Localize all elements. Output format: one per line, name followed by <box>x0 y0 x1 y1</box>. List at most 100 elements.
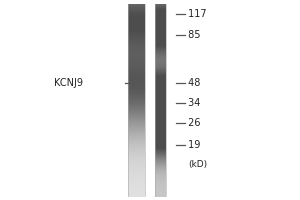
Bar <box>128 144 145 145</box>
Bar <box>155 159 166 160</box>
Bar <box>128 118 145 119</box>
Bar <box>128 7 145 8</box>
Bar <box>128 161 145 162</box>
Bar <box>155 24 166 25</box>
Bar <box>155 4 166 5</box>
Bar <box>128 158 145 159</box>
Bar <box>155 109 166 110</box>
Bar <box>155 82 166 83</box>
Bar <box>128 34 145 35</box>
Bar <box>155 98 166 99</box>
Bar <box>155 72 166 73</box>
Bar <box>155 84 166 85</box>
Bar <box>128 102 145 103</box>
Bar <box>155 43 166 44</box>
Bar <box>128 18 145 19</box>
Bar <box>128 57 145 58</box>
Bar <box>128 76 145 77</box>
Bar <box>155 106 166 107</box>
Bar <box>155 13 166 14</box>
Bar <box>155 168 166 169</box>
Bar <box>155 79 166 80</box>
Bar <box>155 71 166 72</box>
Bar <box>128 178 145 179</box>
Bar <box>128 15 145 16</box>
Bar <box>128 138 145 139</box>
Bar <box>155 111 166 112</box>
Bar <box>128 191 145 192</box>
Bar <box>128 96 145 97</box>
Bar <box>128 132 145 133</box>
Bar <box>155 97 166 98</box>
Bar <box>128 174 145 175</box>
Bar <box>128 36 145 37</box>
Bar <box>155 18 166 19</box>
Bar <box>155 85 166 86</box>
Bar <box>155 107 166 108</box>
Bar <box>155 36 166 37</box>
Bar <box>155 129 166 130</box>
Bar <box>155 134 166 135</box>
Bar <box>155 20 166 21</box>
Bar <box>128 135 145 136</box>
Bar <box>155 92 166 93</box>
Bar <box>128 93 145 94</box>
Bar <box>128 105 145 106</box>
Bar <box>128 18 145 19</box>
Bar <box>128 85 145 86</box>
Bar <box>155 86 166 87</box>
Bar <box>155 38 166 39</box>
Bar <box>128 40 145 41</box>
Bar <box>155 109 166 110</box>
Bar <box>128 175 145 176</box>
Bar <box>155 102 166 103</box>
Bar <box>128 170 145 171</box>
Bar <box>155 67 166 68</box>
Bar <box>155 130 166 131</box>
Bar <box>128 83 145 84</box>
Bar <box>128 132 145 133</box>
Bar <box>128 119 145 120</box>
Bar <box>128 67 145 68</box>
Bar <box>155 83 166 84</box>
Bar <box>128 131 145 132</box>
Bar <box>128 150 145 151</box>
Bar <box>128 145 145 146</box>
Bar <box>155 47 166 48</box>
Bar <box>128 19 145 20</box>
Bar <box>128 19 145 20</box>
Bar <box>128 5 145 6</box>
Bar <box>155 177 166 178</box>
Bar <box>155 99 166 100</box>
Bar <box>128 168 145 169</box>
Bar <box>128 172 145 173</box>
Bar <box>155 42 166 43</box>
Bar <box>155 21 166 22</box>
Bar <box>128 193 145 194</box>
Bar <box>128 58 145 59</box>
Bar <box>155 21 166 22</box>
Bar <box>155 75 166 76</box>
Bar <box>128 68 145 69</box>
Bar <box>128 154 145 155</box>
Bar <box>155 157 166 158</box>
Bar <box>155 104 166 105</box>
Bar <box>128 149 145 150</box>
Bar <box>128 69 145 70</box>
Bar <box>155 150 166 151</box>
Bar <box>128 103 145 104</box>
Bar <box>128 23 145 24</box>
Bar <box>128 13 145 14</box>
Bar <box>128 185 145 186</box>
Bar <box>128 94 145 95</box>
Bar <box>155 39 166 40</box>
Bar <box>155 123 166 124</box>
Bar <box>155 118 166 119</box>
Bar <box>155 151 166 152</box>
Bar <box>155 154 166 155</box>
Bar <box>155 33 166 34</box>
Bar <box>128 49 145 50</box>
Bar <box>128 163 145 164</box>
Bar <box>155 7 166 8</box>
Bar <box>128 162 145 163</box>
